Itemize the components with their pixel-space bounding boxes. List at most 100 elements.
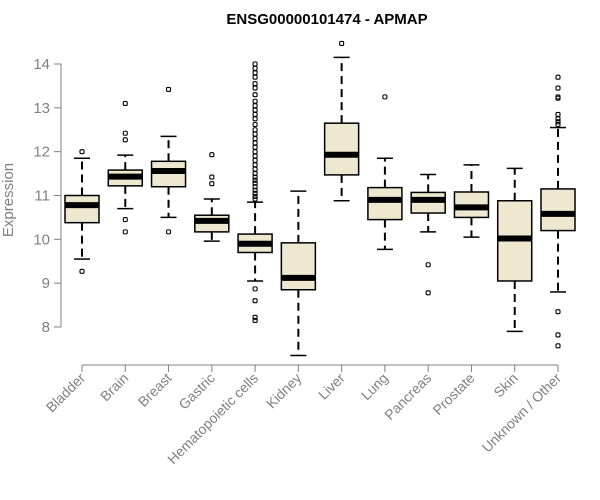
outlier-point	[122, 229, 128, 235]
outlier-point	[425, 290, 431, 296]
outlier-point	[555, 116, 561, 122]
x-tick-label: Kidney	[263, 370, 305, 412]
box-unknown-other	[540, 74, 576, 349]
x-tick-label: Unknown / Other	[479, 370, 565, 456]
box-breast	[150, 86, 187, 235]
outlier-point	[79, 149, 85, 155]
outlier-point	[209, 152, 215, 158]
y-tick-label: 11	[34, 188, 50, 205]
outlier-point	[252, 116, 258, 122]
outlier-point	[252, 135, 258, 142]
outlier-point	[252, 314, 258, 320]
outlier-point	[165, 229, 172, 235]
outlier-point	[555, 95, 561, 101]
x-tick-label: Liver	[315, 370, 348, 403]
outlier-point	[252, 70, 258, 76]
outlier-point	[209, 174, 215, 180]
outlier-point	[252, 177, 258, 183]
y-tick-label: 8	[42, 319, 50, 336]
outlier-point	[122, 100, 128, 106]
outlier-point	[122, 137, 128, 143]
outlier-point	[252, 81, 258, 87]
outlier-point	[252, 92, 258, 98]
y-axis: 8 9 10 11 12 13 14	[33, 56, 62, 336]
x-tick-label: Bladder	[43, 370, 89, 416]
chart-title: ENSG00000101474 - APMAP	[226, 11, 427, 28]
box-pancreas	[410, 173, 446, 296]
outlier-point	[555, 309, 561, 315]
outlier-point	[252, 317, 258, 323]
y-axis-label: Expression	[0, 163, 17, 237]
outlier-point	[555, 74, 561, 80]
x-tick-label: Prostate	[429, 370, 477, 418]
boxes-layer	[64, 40, 576, 357]
box-lung	[367, 94, 403, 251]
x-tick-label: Gastric	[175, 370, 218, 413]
outlier-point	[555, 85, 561, 91]
outlier-point	[252, 107, 258, 113]
outlier-point	[555, 111, 561, 117]
outlier-point	[252, 286, 258, 292]
x-tick-label: Skin	[490, 370, 521, 401]
outlier-point	[252, 65, 258, 71]
outlier-point	[555, 343, 561, 349]
y-tick-label: 12	[33, 144, 50, 161]
x-tick-label: Brain	[97, 370, 131, 404]
outlier-point	[252, 121, 258, 128]
box-kidney	[280, 190, 317, 357]
iqr-box	[150, 160, 187, 188]
outlier-point	[252, 74, 258, 80]
outlier-point	[252, 298, 258, 304]
outlier-point	[252, 127, 258, 133]
box-bladder	[64, 149, 100, 274]
outlier-point	[382, 94, 388, 100]
box-gastric	[194, 152, 230, 242]
y-tick-label: 13	[33, 100, 50, 117]
box-liver	[323, 40, 360, 202]
box-skin	[496, 167, 533, 333]
outlier-point	[252, 190, 258, 196]
outlier-point	[252, 193, 258, 199]
outlier-point	[252, 144, 258, 150]
x-tick-label: Lung	[358, 370, 391, 403]
iqr-box	[540, 188, 576, 232]
outlier-point	[555, 119, 561, 125]
box-prostate	[453, 164, 490, 238]
outlier-point	[79, 268, 85, 274]
outlier-point	[252, 187, 258, 193]
x-tick-label: Breast	[135, 370, 175, 410]
outlier-point	[122, 217, 128, 223]
outlier-point	[252, 98, 258, 104]
outlier-point	[252, 140, 258, 146]
iqr-box	[280, 242, 317, 291]
outlier-point	[555, 332, 561, 338]
outlier-point	[122, 130, 128, 136]
iqr-box	[64, 194, 100, 224]
outlier-point	[252, 157, 258, 163]
outlier-point	[209, 181, 215, 187]
outlier-point	[339, 40, 345, 46]
outlier-point	[252, 149, 258, 155]
outlier-point	[252, 153, 258, 159]
outlier-point	[252, 131, 258, 137]
outlier-point	[252, 61, 258, 67]
outlier-point	[252, 111, 258, 117]
outlier-point	[165, 86, 172, 92]
outlier-point	[252, 166, 258, 172]
iqr-box	[323, 122, 360, 176]
outlier-point	[252, 174, 258, 180]
iqr-box	[367, 186, 403, 221]
y-tick-label: 14	[33, 56, 50, 73]
outlier-point	[252, 85, 258, 91]
box-brain	[107, 100, 144, 235]
outlier-point	[425, 262, 431, 268]
outlier-point	[555, 121, 561, 128]
x-tick-label: Pancreas	[381, 370, 434, 423]
y-tick-label: 10	[33, 231, 50, 248]
box-hematopoietic-cells	[237, 61, 273, 323]
outlier-point	[252, 162, 258, 168]
y-tick-label: 9	[42, 275, 50, 292]
outlier-point	[252, 103, 258, 109]
